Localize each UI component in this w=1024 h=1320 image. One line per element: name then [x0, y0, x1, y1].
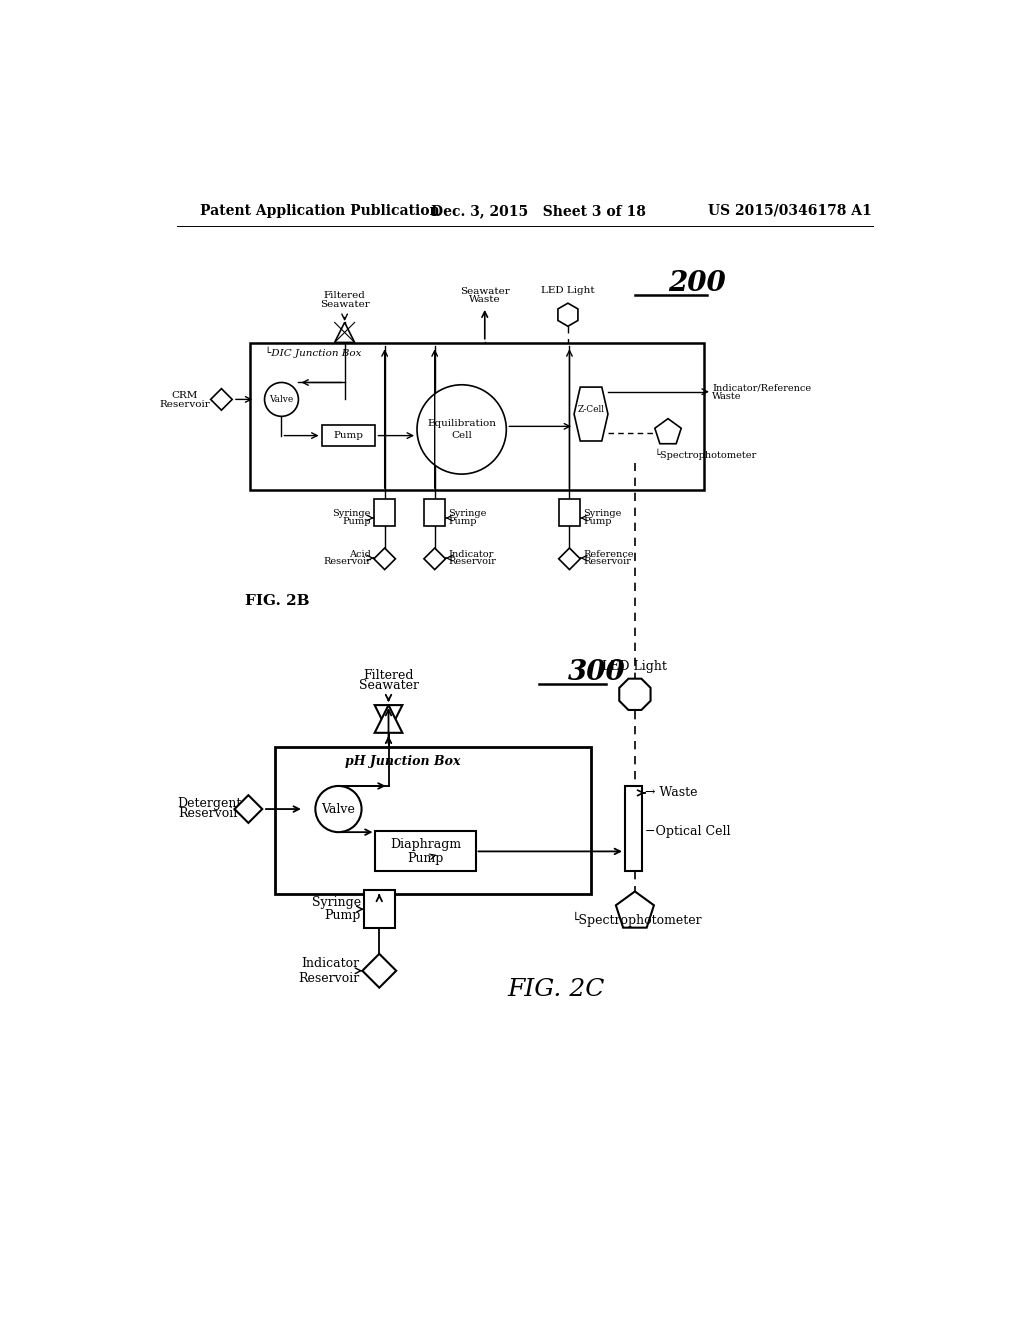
Text: Detergent: Detergent	[177, 797, 242, 810]
Text: 300: 300	[568, 659, 626, 686]
Text: Pump: Pump	[325, 908, 360, 921]
Text: Reservoir: Reservoir	[159, 400, 210, 408]
Bar	[322, 425, 376, 446]
Text: Acid: Acid	[349, 549, 371, 558]
Text: Equilibration: Equilibration	[427, 418, 497, 428]
Polygon shape	[615, 891, 654, 928]
Text: Pump: Pump	[449, 517, 477, 527]
Text: └Spectrophotometer: └Spectrophotometer	[571, 912, 702, 927]
Text: Syringe: Syringe	[333, 510, 371, 517]
Polygon shape	[211, 388, 232, 411]
Text: └DIC Junction Box: └DIC Junction Box	[265, 347, 361, 358]
Text: └Spectrophotometer: └Spectrophotometer	[654, 449, 757, 459]
Text: Waste: Waste	[712, 392, 741, 401]
Polygon shape	[654, 418, 681, 444]
Polygon shape	[375, 705, 402, 733]
Text: Diaphragm: Diaphragm	[390, 838, 461, 851]
Polygon shape	[558, 304, 578, 326]
Text: Pump: Pump	[334, 432, 364, 440]
Text: Reservoir: Reservoir	[323, 557, 371, 566]
Text: Indicator: Indicator	[449, 549, 494, 558]
Circle shape	[315, 785, 361, 832]
Bar	[559, 499, 581, 527]
Text: CRM: CRM	[171, 391, 198, 400]
Text: Reference: Reference	[584, 549, 634, 558]
Text: → Waste: → Waste	[645, 787, 697, 800]
Text: Indicator/Reference: Indicator/Reference	[712, 383, 811, 392]
Bar	[374, 499, 395, 527]
Text: Syringe: Syringe	[311, 896, 360, 909]
Polygon shape	[234, 795, 262, 822]
Polygon shape	[362, 954, 396, 987]
Text: LED Light: LED Light	[602, 660, 668, 673]
Bar	[376, 832, 475, 871]
Text: pH Junction Box: pH Junction Box	[345, 755, 460, 768]
Text: Waste: Waste	[469, 294, 501, 304]
Text: Pump: Pump	[584, 517, 611, 527]
Text: Syringe: Syringe	[584, 510, 622, 517]
Text: FIG. 2B: FIG. 2B	[245, 594, 309, 609]
Bar	[424, 499, 445, 527]
Polygon shape	[374, 548, 395, 570]
Text: US 2015/0346178 A1: US 2015/0346178 A1	[708, 203, 871, 218]
Text: Dec. 3, 2015   Sheet 3 of 18: Dec. 3, 2015 Sheet 3 of 18	[431, 203, 646, 218]
Text: Filtered: Filtered	[364, 669, 414, 682]
Bar	[250, 343, 705, 490]
Text: Reservoir: Reservoir	[178, 807, 240, 820]
Text: Syringe: Syringe	[449, 510, 487, 517]
Circle shape	[417, 385, 506, 474]
Text: Reservoir: Reservoir	[298, 972, 359, 985]
Text: Patent Application Publication: Patent Application Publication	[200, 203, 439, 218]
Polygon shape	[574, 387, 608, 441]
Polygon shape	[424, 548, 445, 570]
Bar	[275, 747, 591, 894]
Text: FIG. 2C: FIG. 2C	[508, 978, 605, 1002]
Text: Reservoir: Reservoir	[584, 557, 631, 566]
Text: Pump: Pump	[342, 517, 371, 527]
Text: Valve: Valve	[269, 395, 294, 404]
Text: Indicator: Indicator	[301, 957, 359, 970]
Bar	[625, 785, 642, 871]
Text: Seawater: Seawater	[319, 300, 370, 309]
Text: Cell: Cell	[452, 432, 472, 440]
Circle shape	[264, 383, 298, 416]
Text: 200: 200	[668, 271, 726, 297]
Text: Reservoir: Reservoir	[449, 557, 497, 566]
Polygon shape	[559, 548, 581, 570]
Text: Seawater: Seawater	[460, 288, 510, 296]
Text: Filtered: Filtered	[324, 290, 366, 300]
Text: Valve: Valve	[322, 803, 355, 816]
Text: Z-Cell: Z-Cell	[578, 405, 604, 414]
Text: −Optical Cell: −Optical Cell	[645, 825, 730, 838]
Polygon shape	[620, 678, 650, 710]
Bar	[364, 890, 394, 928]
Text: LED Light: LED Light	[541, 286, 595, 296]
Text: Seawater: Seawater	[358, 680, 419, 693]
Text: Pump: Pump	[408, 851, 443, 865]
Polygon shape	[335, 322, 354, 342]
Polygon shape	[375, 705, 402, 733]
